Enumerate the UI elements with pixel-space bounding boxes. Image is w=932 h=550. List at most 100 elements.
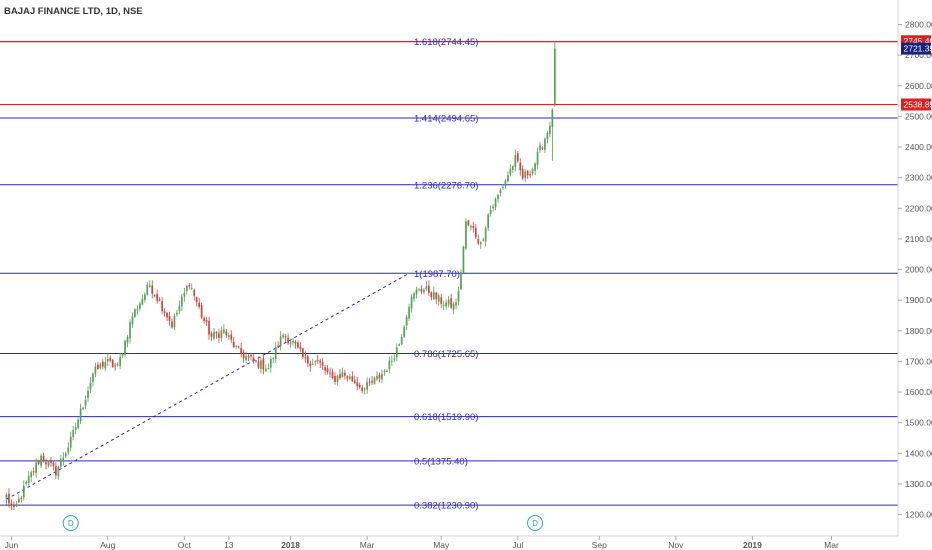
candle-body bbox=[198, 302, 201, 308]
candle-body bbox=[484, 228, 487, 242]
price-tick-label: 2800.00 bbox=[905, 20, 932, 30]
candle-body bbox=[134, 309, 136, 317]
candle-body bbox=[329, 372, 331, 374]
candle-body bbox=[94, 366, 97, 375]
candle-body bbox=[502, 186, 504, 188]
candle-body bbox=[539, 145, 541, 151]
time-tick-label: 2019 bbox=[743, 540, 762, 550]
candle-body bbox=[507, 175, 509, 182]
time-tick-label: 2018 bbox=[281, 540, 300, 550]
dividend-marker-label: D bbox=[532, 519, 538, 528]
fibonacci-level-labels: 1.618(2744.45) 1.414(2494.65) 1.236(2276.7… bbox=[414, 37, 478, 512]
candle-body bbox=[292, 340, 294, 343]
candle-body bbox=[274, 347, 277, 360]
candle-body bbox=[437, 295, 440, 302]
candle-body bbox=[8, 493, 10, 504]
candle-body bbox=[465, 221, 467, 249]
candle-body bbox=[195, 297, 198, 302]
candle-body bbox=[55, 466, 57, 476]
candle-body bbox=[203, 317, 205, 321]
candle-body bbox=[87, 390, 89, 398]
candle-body bbox=[57, 466, 60, 477]
price-tag bbox=[901, 98, 931, 111]
fib-level-label: 1.414(2494.65) bbox=[414, 114, 478, 125]
candle-body bbox=[161, 300, 163, 312]
candle-body bbox=[225, 331, 228, 336]
candle-body bbox=[40, 455, 42, 466]
candle-body bbox=[504, 180, 507, 186]
candle-body bbox=[116, 364, 119, 366]
time-tick-label: Jul bbox=[512, 540, 523, 550]
candle-body bbox=[440, 297, 443, 304]
price-tick-label: 1200.00 bbox=[905, 510, 932, 520]
candle-body bbox=[178, 305, 181, 312]
candle-body bbox=[185, 285, 188, 291]
candle-body bbox=[413, 293, 415, 299]
candle-body bbox=[415, 289, 418, 295]
candle-body bbox=[423, 289, 425, 293]
candle-body bbox=[213, 331, 215, 339]
candle-body bbox=[163, 311, 166, 313]
candle-body bbox=[74, 427, 77, 431]
candle-body bbox=[388, 360, 391, 370]
time-tick-label: Mar bbox=[824, 540, 839, 550]
candle-body bbox=[487, 214, 489, 229]
candle-body bbox=[52, 462, 55, 466]
candle-body bbox=[153, 295, 156, 297]
candle-body bbox=[255, 360, 257, 362]
candle-body bbox=[72, 430, 75, 438]
candle-body bbox=[450, 298, 452, 308]
candle-body bbox=[289, 342, 292, 345]
candle-body bbox=[247, 356, 250, 358]
candle-body bbox=[524, 171, 527, 178]
candle-body bbox=[208, 321, 210, 335]
candle-body bbox=[534, 163, 536, 171]
candle-body bbox=[13, 505, 15, 507]
candle-body bbox=[287, 337, 289, 344]
price-tick-label: 1500.00 bbox=[905, 418, 932, 428]
candle-body bbox=[499, 189, 502, 194]
candle-body bbox=[5, 494, 8, 500]
price-axis[interactable]: 2800.00 2700.00 2600.00 2500.00 2400.00 2300.… bbox=[898, 20, 932, 520]
candle-body bbox=[267, 368, 270, 370]
candle-body bbox=[22, 485, 25, 498]
candle-body bbox=[529, 173, 531, 176]
candle-body bbox=[551, 109, 554, 128]
candle-body bbox=[109, 357, 112, 361]
candle-body bbox=[460, 272, 462, 290]
candle-body bbox=[84, 399, 87, 406]
time-tick-label: Oct bbox=[178, 540, 192, 550]
candle-body bbox=[220, 330, 223, 339]
candle-body bbox=[304, 356, 307, 358]
candle-body bbox=[277, 345, 280, 348]
candle-body bbox=[141, 298, 144, 305]
candle-body bbox=[314, 361, 317, 363]
candle-body bbox=[512, 166, 514, 170]
candle-body bbox=[257, 361, 260, 368]
fib-level-label: 1(1987.70) bbox=[414, 269, 460, 280]
candle-body bbox=[119, 356, 121, 366]
candle-body bbox=[131, 316, 134, 325]
price-tick-label: 1700.00 bbox=[905, 356, 932, 366]
candle-body bbox=[143, 294, 146, 300]
time-tick-label: 13 bbox=[224, 540, 234, 550]
candle-body bbox=[467, 220, 470, 226]
candle-body bbox=[158, 299, 161, 301]
candle-body bbox=[151, 285, 154, 294]
candle-body bbox=[82, 407, 84, 410]
candle-body bbox=[64, 453, 67, 457]
candle-body bbox=[126, 336, 129, 343]
fibonacci-trendline[interactable] bbox=[6, 272, 410, 500]
candle-body bbox=[390, 360, 393, 362]
time-axis[interactable]: Jun Aug Oct 13 2018 Mar May Jul Sep Nov 2019 Mar bbox=[5, 536, 839, 550]
time-tick-label: Mar bbox=[360, 540, 375, 550]
candle-body bbox=[260, 360, 262, 369]
candle-body bbox=[183, 292, 186, 297]
candle-body bbox=[366, 382, 368, 390]
candle-body bbox=[452, 304, 455, 310]
candle-body bbox=[435, 292, 438, 300]
candle-body bbox=[245, 356, 247, 361]
candle-body bbox=[516, 153, 519, 162]
